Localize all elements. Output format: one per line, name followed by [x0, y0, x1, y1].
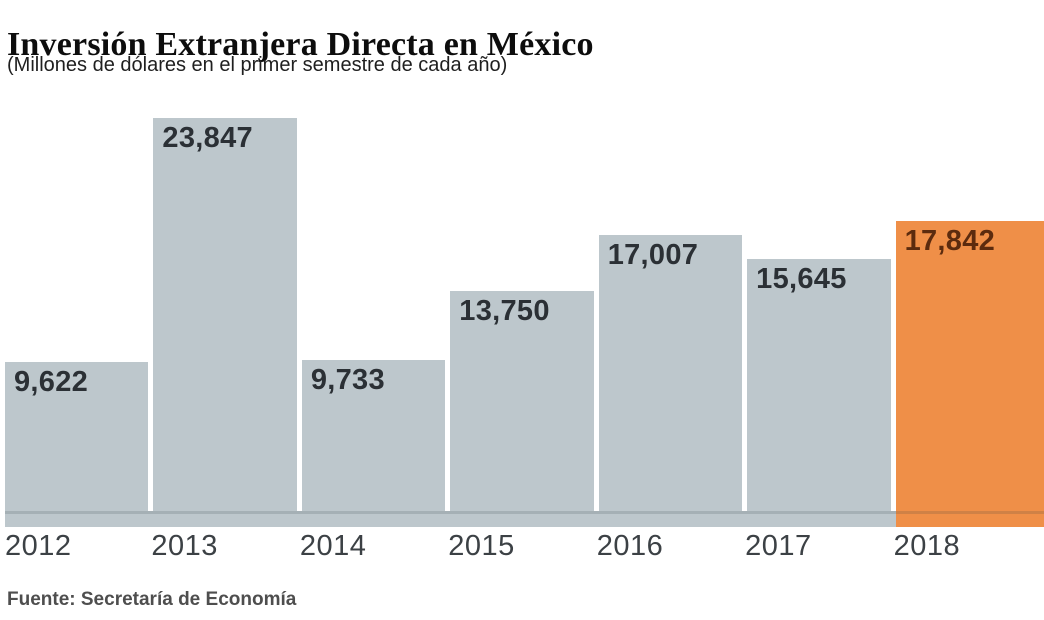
- x-axis-line: [5, 511, 1044, 514]
- bar-value-label-2015: 13,750: [459, 295, 550, 327]
- x-axis-tick-2014: 2014: [299, 530, 367, 562]
- bar-2014: 9,733: [301, 360, 446, 527]
- bar-2016: 17,007: [598, 235, 743, 527]
- bar-2015: 13,750: [450, 291, 594, 527]
- bar-value-label-2017: 15,645: [756, 263, 847, 295]
- bar-2017: 15,645: [747, 259, 891, 527]
- chart-title: Inversión Extranjera Directa en México: [7, 25, 594, 63]
- source-note: Fuente: Secretaría de Economía: [7, 589, 297, 610]
- bar-2018: 17,842: [895, 221, 1044, 527]
- bar-value-label-2012: 9,622: [14, 366, 89, 398]
- x-axis-tick-2018: 2018: [893, 530, 961, 562]
- bar-2013: 23,847: [153, 118, 297, 527]
- bar-value-label-2016: 17,007: [607, 239, 699, 271]
- x-axis-tick-2017: 2017: [745, 530, 812, 562]
- bar-chart: 9,622 23,847 9,733 13,750 17,007 15,645 17,842: [5, 118, 1044, 527]
- bar-value-label-2013: 23,847: [162, 122, 253, 154]
- x-axis-tick-2012: 2012: [5, 530, 72, 562]
- bar-value-label-2018: 17,842: [904, 225, 996, 257]
- x-axis-ticks: 2012 2013 2014 2015 2016 2017 2018: [5, 530, 1044, 564]
- bar-2012: 9,622: [5, 362, 149, 527]
- x-axis-tick-2013: 2013: [151, 530, 218, 562]
- bar-value-label-2014: 9,733: [310, 364, 385, 396]
- x-axis-tick-2016: 2016: [596, 530, 664, 562]
- x-axis-tick-2015: 2015: [448, 530, 515, 562]
- chart-subtitle: (Millones de dólares en el primer semest…: [7, 54, 508, 76]
